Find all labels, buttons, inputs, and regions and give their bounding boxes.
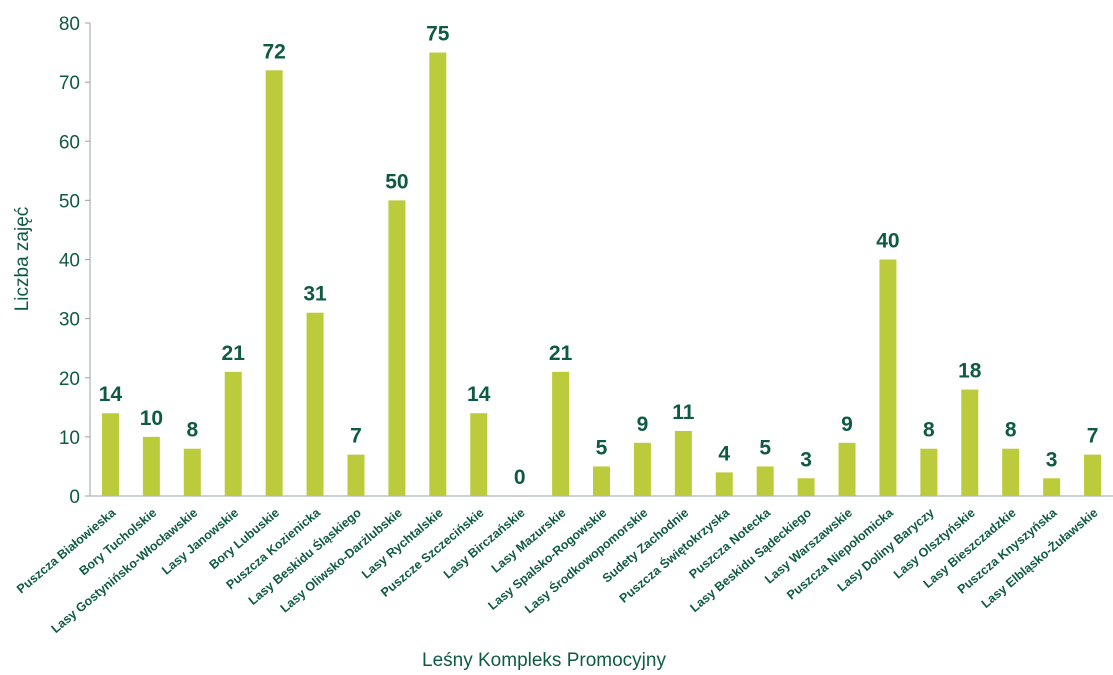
bar — [879, 259, 897, 496]
y-tick-label: 20 — [59, 369, 80, 390]
bar — [183, 448, 201, 496]
data-label: 21 — [549, 342, 573, 365]
bar — [470, 413, 488, 496]
data-label: 5 — [596, 436, 608, 459]
bar — [1002, 448, 1020, 496]
y-axis-title: Liczba zajęć — [12, 207, 33, 312]
bar — [593, 466, 610, 496]
bar — [101, 413, 119, 496]
y-tick-label: 60 — [59, 132, 80, 153]
bar — [306, 312, 324, 496]
y-tick-label: 50 — [59, 191, 80, 212]
y-tick-label: 10 — [59, 428, 80, 449]
data-label: 50 — [385, 170, 408, 193]
y-tick-label: 80 — [59, 14, 80, 35]
data-label: 14 — [467, 383, 491, 406]
data-label: 7 — [350, 425, 362, 448]
bar — [552, 371, 570, 496]
data-label: 72 — [262, 40, 285, 63]
bar — [1043, 478, 1061, 496]
y-tick-label: 40 — [59, 251, 80, 272]
x-tick-label: Bory Lubuskie — [207, 506, 283, 573]
bar — [429, 52, 447, 496]
bar — [838, 442, 856, 496]
bar — [961, 389, 979, 496]
bar — [388, 200, 406, 496]
bar — [1084, 454, 1102, 496]
data-label: 5 — [759, 436, 771, 459]
bar — [674, 430, 692, 496]
data-label: 9 — [637, 413, 649, 436]
bar — [756, 466, 774, 496]
data-label: 3 — [800, 448, 812, 471]
bar — [347, 454, 365, 496]
data-label: 8 — [1005, 419, 1017, 442]
data-label: 0 — [514, 466, 526, 489]
x-tick-label: Lasy Gostynińsko-Włocławskie — [49, 506, 201, 636]
data-label: 18 — [958, 360, 982, 383]
data-label: 14 — [99, 383, 123, 406]
data-label: 8 — [923, 419, 935, 442]
bar — [224, 371, 242, 496]
data-label: 75 — [426, 23, 450, 46]
bar — [142, 436, 160, 496]
bars-group — [101, 52, 1102, 497]
data-label: 31 — [303, 283, 327, 306]
y-axis-ticks: 0 10 20 30 40 50 60 70 80 — [59, 14, 90, 508]
y-tick-label: 30 — [59, 310, 80, 331]
data-label: 21 — [222, 342, 246, 365]
bar — [920, 448, 938, 496]
data-label: 3 — [1046, 448, 1058, 471]
y-tick-label: 0 — [69, 487, 80, 508]
data-label: 7 — [1087, 425, 1099, 448]
bar — [797, 478, 815, 496]
data-labels-group: 14 10 8 21 72 31 7 50 75 14 0 21 5 9 11 4 5 3 9 40 8 18 8 3 7 — [99, 23, 1099, 489]
data-label: 40 — [876, 230, 899, 253]
x-axis-title: Leśny Kompleks Promocyjny — [422, 650, 666, 671]
bar — [265, 70, 283, 497]
bar — [715, 472, 733, 496]
data-label: 9 — [841, 413, 853, 436]
data-label: 10 — [140, 407, 163, 430]
data-label: 11 — [672, 401, 695, 424]
bar — [633, 442, 651, 496]
data-label: 8 — [186, 419, 198, 442]
data-label: 4 — [718, 442, 730, 465]
y-tick-label: 70 — [59, 73, 80, 94]
